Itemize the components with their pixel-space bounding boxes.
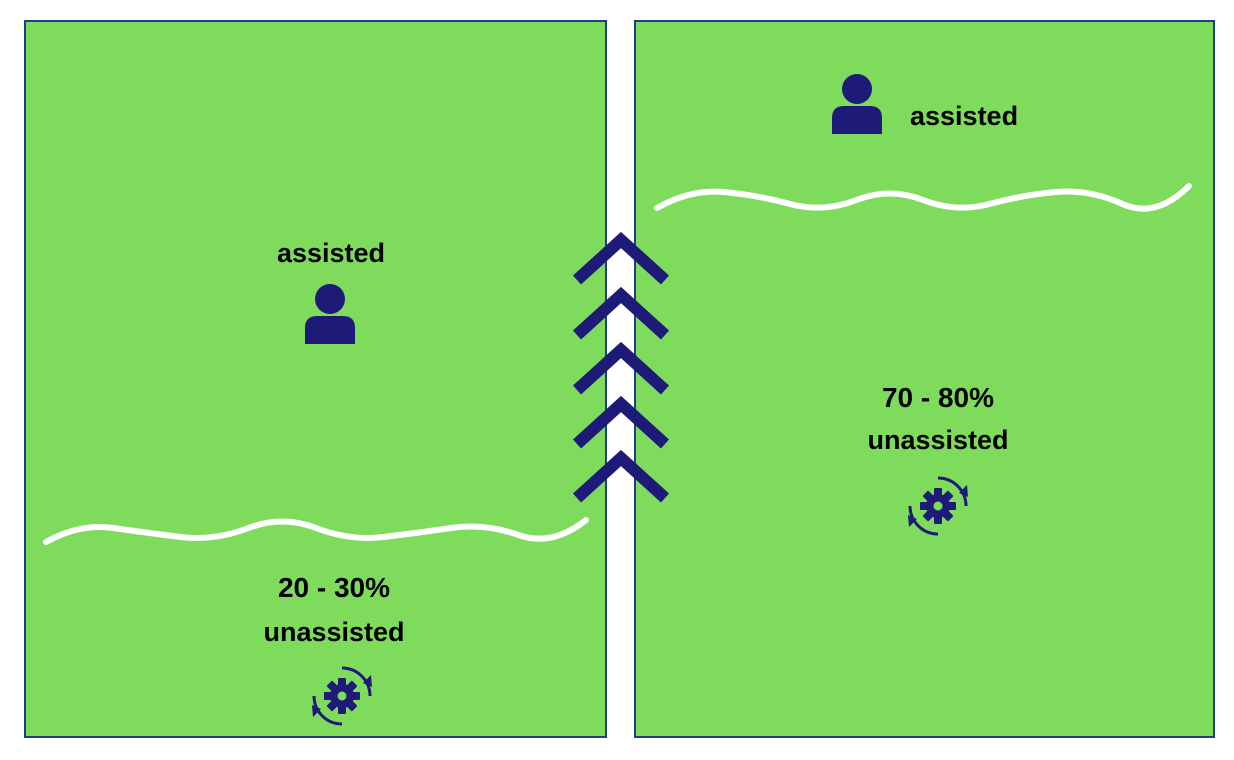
gear-cycle-icon	[312, 666, 372, 726]
gear-cycle-icon	[908, 476, 968, 536]
left-percent: 20 - 30%	[277, 572, 391, 603]
left-divider-wave	[43, 517, 589, 545]
panel-before	[24, 20, 607, 738]
person-icon	[305, 284, 355, 344]
left-assisted-label: assisted	[276, 238, 386, 268]
panel-after	[634, 20, 1215, 738]
chevron-up-icon	[572, 286, 670, 340]
right-assisted-label: assisted	[910, 101, 1019, 131]
left-unassisted-label: unassisted	[263, 617, 405, 647]
person-icon	[832, 74, 882, 134]
chevron-up-icon	[572, 341, 670, 395]
chevron-up-icon	[572, 231, 670, 285]
right-percent: 70 - 80%	[881, 382, 995, 413]
right-divider-wave	[654, 183, 1192, 212]
right-unassisted-label: unassisted	[867, 425, 1009, 455]
chevron-up-icon	[572, 395, 670, 449]
chevron-up-icon	[572, 449, 670, 503]
